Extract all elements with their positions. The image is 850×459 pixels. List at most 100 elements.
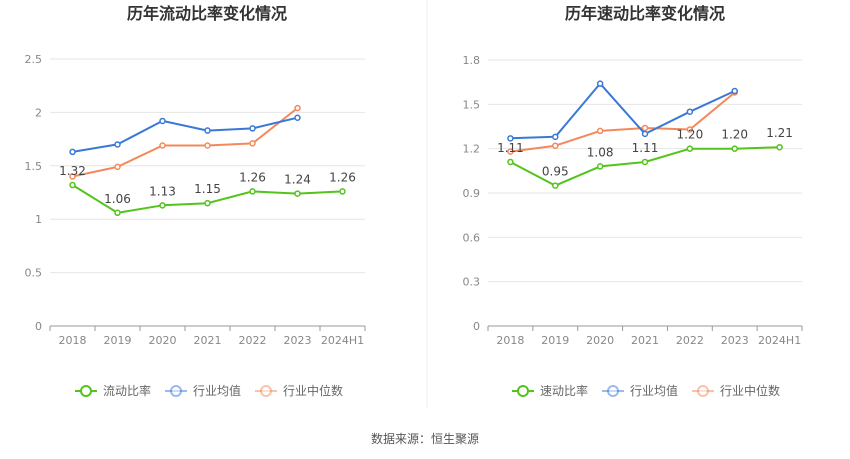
y-tick-label: 1.5 bbox=[25, 160, 43, 173]
data-point bbox=[596, 163, 604, 170]
data-point bbox=[249, 188, 256, 195]
y-tick-label: 0.5 bbox=[25, 267, 43, 280]
data-point bbox=[686, 126, 694, 133]
data-label: 1.26 bbox=[239, 170, 266, 184]
data-point bbox=[204, 127, 211, 134]
data-point bbox=[339, 188, 346, 195]
x-tick-label: 2023 bbox=[284, 334, 312, 347]
quick-ratio-chart: 历年速动比率变化情况 0 0.3 0.6 0.9 1.2 1.5 1.8 2018 2019 202… bbox=[463, 4, 803, 398]
y-tick-label: 2 bbox=[35, 106, 42, 119]
data-label: 1.06 bbox=[104, 192, 131, 206]
legend-label: 速动比率 bbox=[540, 383, 588, 398]
data-source-note: 数据来源：恒生聚源 bbox=[371, 431, 479, 446]
legend-label: 行业中位数 bbox=[720, 383, 780, 398]
y-tick-label: 2.5 bbox=[25, 53, 43, 66]
legend-label: 行业均值 bbox=[193, 383, 241, 398]
data-point bbox=[596, 127, 604, 135]
data-point bbox=[641, 124, 649, 132]
y-tick-label: 0 bbox=[35, 320, 42, 333]
data-point bbox=[159, 142, 166, 149]
data-point bbox=[776, 143, 783, 151]
y-tick-label: 1.8 bbox=[463, 54, 481, 67]
data-point bbox=[294, 190, 301, 197]
data-point bbox=[552, 182, 559, 189]
legend-marker bbox=[170, 385, 182, 397]
data-point bbox=[731, 87, 738, 95]
y-tick-label: 0.6 bbox=[463, 231, 481, 244]
data-point bbox=[596, 80, 604, 87]
current-ratio-chart: 历年流动比率变化情况 0 0.5 1 1.5 2 2.5 2018 2019 2020 2021 20… bbox=[25, 4, 366, 398]
y-tick-label: 1.5 bbox=[463, 98, 481, 111]
x-tick-label: 2019 bbox=[541, 334, 569, 347]
data-point bbox=[552, 142, 559, 149]
legend-label: 行业均值 bbox=[630, 383, 678, 398]
data-label: 1.11 bbox=[497, 141, 524, 155]
legend-item[interactable]: 速动比率 bbox=[512, 383, 588, 398]
data-point bbox=[204, 199, 211, 207]
y-tick-label: 1.2 bbox=[463, 143, 481, 156]
legend-item[interactable]: 行业中位数 bbox=[255, 383, 343, 398]
data-label: 1.20 bbox=[676, 128, 703, 142]
x-tick-label: 2022 bbox=[239, 334, 267, 347]
data-point bbox=[507, 148, 514, 155]
legend-marker bbox=[260, 385, 272, 397]
data-point bbox=[507, 158, 514, 166]
x-tick-label: 2024H1 bbox=[758, 334, 801, 347]
data-point bbox=[686, 108, 694, 115]
data-label: 1.21 bbox=[766, 126, 793, 140]
data-point bbox=[249, 140, 256, 147]
data-point bbox=[69, 181, 76, 189]
x-tick-label: 2019 bbox=[104, 334, 132, 347]
data-point bbox=[641, 130, 649, 138]
series-line bbox=[510, 91, 736, 153]
legend-marker bbox=[697, 385, 709, 397]
data-point bbox=[114, 163, 121, 171]
y-tick-label: 0.9 bbox=[463, 187, 481, 200]
series-line bbox=[72, 107, 299, 178]
x-tick-label: 2021 bbox=[631, 334, 659, 347]
data-label: 1.11 bbox=[632, 141, 659, 155]
data-point bbox=[641, 158, 649, 166]
legend-item[interactable]: 流动比率 bbox=[75, 383, 151, 398]
data-point bbox=[69, 148, 76, 156]
data-label: 1.13 bbox=[149, 184, 176, 198]
legend-label: 流动比率 bbox=[103, 383, 151, 398]
data-label: 1.32 bbox=[59, 164, 86, 178]
data-label: 1.15 bbox=[194, 182, 221, 196]
chart-title: 历年流动比率变化情况 bbox=[127, 4, 287, 23]
x-tick-label: 2018 bbox=[59, 334, 87, 347]
data-point bbox=[159, 117, 166, 125]
data-point bbox=[731, 145, 738, 152]
data-point bbox=[294, 114, 301, 121]
data-point bbox=[159, 202, 166, 209]
data-label: 1.08 bbox=[587, 145, 614, 159]
legend-item[interactable]: 行业均值 bbox=[602, 383, 678, 398]
data-point bbox=[249, 125, 256, 132]
y-tick-label: 0 bbox=[473, 320, 480, 333]
x-tick-label: 2024H1 bbox=[321, 334, 364, 347]
x-tick-label: 2021 bbox=[194, 334, 222, 347]
y-tick-label: 0.3 bbox=[463, 276, 481, 289]
legend-label: 行业中位数 bbox=[283, 383, 343, 398]
data-label: 0.95 bbox=[542, 165, 569, 179]
legend-marker bbox=[607, 385, 619, 397]
legend-marker bbox=[517, 385, 529, 397]
legend-marker bbox=[80, 385, 92, 397]
x-tick-label: 2018 bbox=[496, 334, 524, 347]
series-line bbox=[510, 82, 736, 140]
data-point bbox=[294, 104, 301, 112]
data-label: 1.24 bbox=[284, 173, 311, 187]
x-tick-label: 2020 bbox=[586, 334, 614, 347]
data-point bbox=[507, 135, 514, 142]
data-label: 1.26 bbox=[329, 170, 356, 184]
data-point bbox=[114, 209, 121, 217]
y-tick-label: 1 bbox=[35, 213, 42, 226]
legend-item[interactable]: 行业均值 bbox=[165, 383, 241, 398]
x-tick-label: 2020 bbox=[149, 334, 177, 347]
data-point bbox=[686, 145, 694, 152]
x-tick-label: 2022 bbox=[676, 334, 704, 347]
data-point bbox=[204, 142, 211, 149]
legend-item[interactable]: 行业中位数 bbox=[692, 383, 780, 398]
chart-title: 历年速动比率变化情况 bbox=[565, 4, 725, 23]
